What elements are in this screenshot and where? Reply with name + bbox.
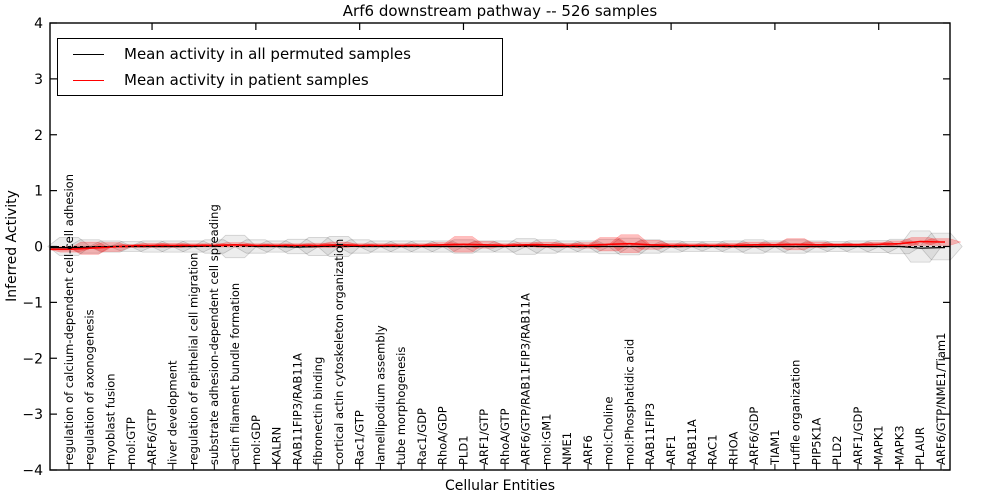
x-category-label: regulation of calcium-dependent cell-cel… [62, 174, 76, 465]
x-category-label: RhoA/GTP [498, 408, 512, 465]
x-category-label: RAB11A [685, 419, 699, 465]
x-category-label: regulation of axonogenesis [83, 309, 97, 465]
x-category-label: actin filament bundle formation [228, 283, 242, 465]
y-tick-label: 4 [34, 16, 43, 32]
x-category-label: ARF1/GTP [477, 409, 491, 465]
x-category-label: mol:Choline [602, 397, 616, 465]
x-category-label: cortical actin cytoskeleton organization [332, 239, 346, 465]
y-tick-label: 1 [34, 184, 43, 200]
x-category-label: ARF1 [664, 435, 678, 465]
x-category-label: PLAUR [913, 427, 927, 465]
y-tick-label: 2 [34, 128, 43, 144]
x-category-label: PLD2 [830, 435, 844, 465]
mean-patient-line [50, 240, 945, 251]
y-tick-label: 0 [34, 240, 43, 256]
x-category-label: mol:GDP [249, 415, 263, 465]
x-axis-label: Cellular Entities [444, 478, 556, 494]
legend: Mean activity in all permuted samples Mea… [57, 38, 503, 96]
x-category-label: Rac1/GTP [353, 410, 367, 465]
x-category-label: MAPK3 [892, 425, 906, 465]
x-category-label: ARF6/GDP [747, 407, 761, 465]
x-category-label: lamellipodium assembly [373, 325, 387, 465]
legend-label: Mean activity in all permuted samples [124, 45, 411, 63]
x-category-label: RAB11FIP3 [643, 403, 657, 465]
x-category-label: RAB11FIP3/RAB11A [290, 353, 304, 465]
y-tick-label: −3 [22, 407, 43, 423]
x-category-label: mol:GTP [124, 417, 138, 465]
x-category-label: TIAM1 [768, 429, 782, 466]
x-category-label: RAC1 [706, 434, 720, 465]
x-category-label: PLD1 [456, 435, 470, 465]
x-category-label: MAPK1 [872, 425, 886, 465]
x-category-label: liver development [166, 360, 180, 465]
x-category-label: PIP5K1A [809, 418, 823, 465]
x-category-label: tube morphogenesis [394, 347, 408, 465]
x-category-label: fibronectin binding [311, 357, 325, 465]
x-category-label: mol:Phosphatidic acid [622, 339, 636, 465]
x-category-label: substrate adhesion-dependent cell spread… [207, 204, 221, 465]
x-category-label: RHOA [726, 432, 740, 465]
y-tick-label: −1 [22, 295, 43, 311]
y-axis-label: Inferred Activity [4, 190, 20, 302]
legend-item-1: Mean activity in patient samples [58, 67, 502, 93]
x-category-label: myoblast fusion [103, 373, 117, 465]
legend-item-0: Mean activity in all permuted samples [58, 41, 502, 67]
chart-title: Arf6 downstream pathway -- 526 samples [342, 2, 658, 20]
x-category-label: ARF1/GDP [851, 407, 865, 465]
y-tick-label: −4 [22, 463, 43, 479]
x-category-label: ruffle organization [789, 360, 803, 465]
x-category-label: NME1 [560, 432, 574, 465]
y-tick-label: −2 [22, 351, 43, 367]
x-category-label: regulation of epithelial cell migration [186, 253, 200, 465]
x-category-label: ARF6/GTP [145, 409, 159, 465]
legend-line-sample [73, 79, 104, 81]
x-category-label: ARF6/GTP/RAB11FIP3/RAB11A [519, 293, 533, 465]
x-category-label: ARF6 [581, 435, 595, 465]
legend-line-sample [73, 53, 104, 55]
x-category-label: Rac1/GDP [415, 408, 429, 465]
x-category-label: mol:GM1 [539, 414, 553, 465]
x-category-label: ARF6/GTP/NME1/Tiam1 [934, 333, 948, 465]
x-category-label: KALRN [270, 427, 284, 465]
legend-label: Mean activity in patient samples [124, 71, 369, 89]
x-category-label: RhoA/GDP [436, 406, 450, 465]
y-tick-label: 3 [34, 72, 43, 88]
